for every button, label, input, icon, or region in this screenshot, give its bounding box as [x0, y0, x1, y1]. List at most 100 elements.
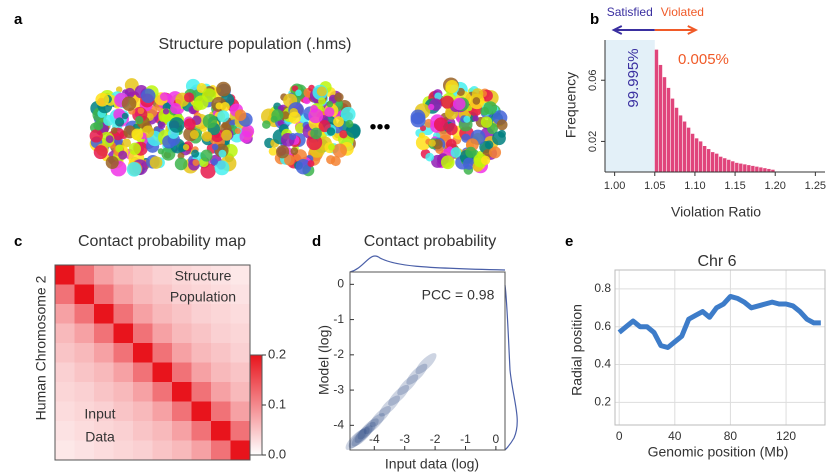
- density-point: [351, 425, 373, 447]
- panel-title: Contact probability: [364, 233, 497, 250]
- structure-bead: [200, 163, 216, 179]
- heatmap-cell: [55, 265, 75, 285]
- heatmap-cell: [152, 304, 173, 324]
- colorbar-label: 0.0: [268, 446, 286, 461]
- panel-title: Contact probability map: [78, 233, 246, 250]
- y-tick-label: 0.06: [587, 70, 599, 91]
- heatmap-cell: [211, 382, 231, 402]
- structure-bead: [105, 155, 119, 170]
- structure-bead: [310, 104, 318, 113]
- heatmap-cell: [113, 304, 134, 324]
- structure-bead: [183, 118, 196, 131]
- structure-bead: [463, 115, 471, 123]
- heatmap-cell: [152, 440, 173, 461]
- structure-bead: [326, 100, 334, 108]
- structure-bead: [452, 97, 466, 111]
- structure-bead: [177, 152, 185, 160]
- satisfied-share: 99.995%: [625, 48, 642, 107]
- structure-bead: [234, 109, 247, 121]
- annotation: Population: [170, 289, 236, 305]
- structure-bead: [332, 143, 347, 158]
- panel-title: Chr 6: [697, 253, 736, 270]
- x-tick-label: -3: [399, 432, 410, 446]
- panel-title: Structure population (.hms): [159, 36, 352, 53]
- density-point: [369, 406, 391, 428]
- colorbar-label: 0.2: [268, 346, 286, 361]
- heatmap-cell: [152, 401, 173, 422]
- bar: [727, 159, 731, 172]
- heatmap-cell: [74, 401, 95, 422]
- bar: [674, 107, 679, 172]
- structure-bead: [428, 139, 436, 147]
- heatmap-cell: [230, 284, 251, 305]
- x-tick-label: 0: [493, 432, 500, 446]
- heatmap-cell: [172, 421, 192, 441]
- structure-bead: [93, 120, 104, 131]
- bar: [755, 166, 759, 172]
- x-tick-label: 1.00: [604, 180, 625, 192]
- heatmap-cell: [152, 382, 173, 402]
- satisfied-arrow: [611, 25, 655, 35]
- heatmap-cell: [113, 421, 134, 441]
- bar: [710, 152, 715, 172]
- heatmap-cell: [133, 362, 153, 383]
- structure-bead: [465, 146, 477, 158]
- heatmap-cell: [191, 382, 212, 402]
- bar: [747, 165, 751, 172]
- x-tick-label: 80: [724, 429, 738, 443]
- heatmap-cell: [74, 284, 95, 305]
- heatmap-cell: [55, 401, 75, 422]
- heatmap-cell: [133, 382, 153, 402]
- violated-label: Violated: [661, 5, 704, 19]
- structure-bead: [276, 145, 290, 159]
- structure-bead: [410, 112, 426, 128]
- heatmap-cell: [172, 304, 192, 324]
- heatmap-cell: [172, 440, 192, 461]
- structure-bead: [345, 119, 354, 128]
- structure-bead: [330, 156, 341, 167]
- heatmap-cell: [172, 362, 192, 383]
- heatmap-cell: [74, 362, 95, 383]
- structure-bead: [215, 102, 223, 110]
- structure-bead: [484, 140, 494, 150]
- structure-bead: [425, 152, 435, 162]
- y-axis-label: Radial position: [569, 304, 585, 396]
- x-axis-label: Violation Ratio: [671, 204, 761, 220]
- y-tick-label: -3: [333, 382, 344, 396]
- heatmap-cell: [133, 421, 153, 441]
- structure-bead: [328, 143, 335, 151]
- heatmap-cell: [191, 304, 212, 324]
- structure-bead: [202, 113, 218, 129]
- structure-bead: [174, 157, 188, 171]
- bar: [678, 115, 683, 172]
- bar: [731, 161, 735, 172]
- heatmap-cell: [55, 343, 75, 363]
- satisfied-region: [605, 40, 655, 172]
- heatmap-cell: [55, 421, 75, 441]
- panel-letter: a: [14, 11, 23, 28]
- structure-bead: [193, 95, 209, 110]
- heatmap-cell: [230, 401, 251, 422]
- colorbar: [249, 354, 263, 456]
- density-point: [415, 353, 437, 375]
- x-tick-label: 0: [616, 429, 623, 443]
- structure-bead: [182, 143, 190, 151]
- y-axis-label: Human Chromosome 2: [33, 275, 49, 420]
- structure-bead: [168, 117, 185, 133]
- marginal-y: [504, 284, 518, 451]
- structure-bead: [157, 121, 166, 130]
- heatmap-cell: [133, 401, 153, 422]
- heatmap-cell: [133, 343, 153, 363]
- structure-bead: [434, 92, 442, 100]
- structure-bead: [333, 116, 344, 128]
- structure-bead: [211, 143, 219, 151]
- structure-bead: [472, 97, 481, 105]
- density-point: [348, 427, 370, 449]
- x-tick-label: 40: [668, 429, 682, 443]
- heatmap-cell: [211, 323, 231, 344]
- panel-letter: c: [14, 233, 22, 250]
- structure-bead: [211, 158, 218, 166]
- bar: [654, 49, 659, 172]
- violated-share: 0.005%: [678, 51, 729, 68]
- bar: [759, 167, 763, 172]
